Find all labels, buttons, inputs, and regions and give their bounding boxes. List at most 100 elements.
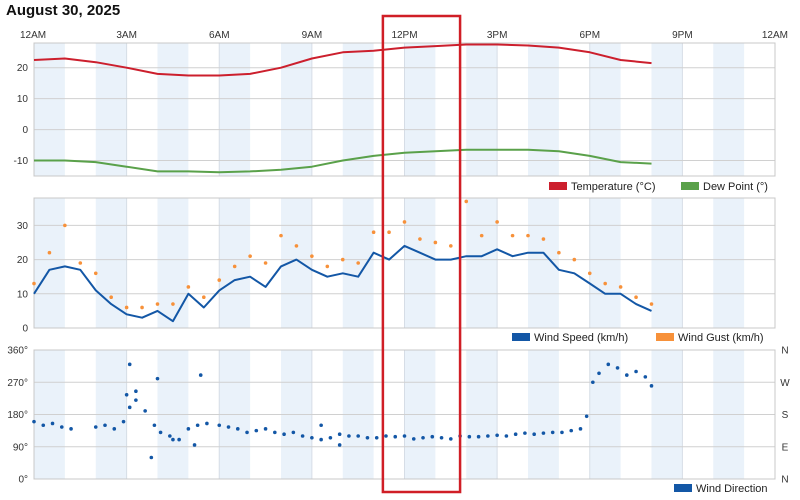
wind-gust-km-h-point bbox=[140, 305, 144, 310]
wind-direction-point bbox=[235, 427, 240, 431]
legend-temperature-label: Temperature (°C) bbox=[571, 181, 655, 193]
hour-band bbox=[157, 198, 189, 328]
wind-gust-km-h-point bbox=[418, 237, 422, 241]
wind-direction-point bbox=[439, 435, 444, 440]
legend-wind-direction-label: Wind Direction bbox=[696, 483, 768, 495]
right-tick-label: W bbox=[780, 378, 790, 389]
wind-direction-point bbox=[411, 437, 416, 441]
wind-gust-km-h-point bbox=[634, 295, 638, 300]
y-tick-label: 10 bbox=[17, 94, 29, 105]
wind-direction-point bbox=[41, 423, 46, 428]
wind-direction-point bbox=[634, 369, 638, 374]
wind-direction-point bbox=[476, 434, 481, 439]
wind-gust-km-h-point bbox=[572, 257, 577, 262]
wind-direction-point bbox=[155, 376, 160, 381]
time-tick-label: 6PM bbox=[579, 30, 600, 41]
hour-band bbox=[219, 198, 251, 328]
hour-band bbox=[157, 43, 189, 176]
chart-panel-1: 20 10 0 -10 bbox=[14, 42, 776, 177]
wind-direction-point bbox=[550, 430, 555, 435]
wind-gust-km-h-point bbox=[387, 230, 391, 235]
wind-direction-point bbox=[504, 434, 509, 438]
y-tick-label: 0 bbox=[22, 125, 28, 136]
wind-direction-point bbox=[356, 434, 360, 438]
wind-direction-point bbox=[643, 375, 648, 379]
wind-gust-km-h-point bbox=[263, 261, 268, 265]
legend-wind-direction-swatch bbox=[674, 484, 692, 492]
wind-direction-point bbox=[430, 434, 435, 439]
wind-gust-km-h-point bbox=[248, 254, 252, 258]
wind-direction-point bbox=[649, 384, 654, 388]
legend-wind-gust-swatch bbox=[656, 333, 674, 341]
wind-direction-point bbox=[337, 432, 342, 437]
hour-band bbox=[713, 43, 745, 176]
hour-band bbox=[589, 43, 621, 176]
wind-direction-point bbox=[112, 427, 117, 431]
wind-direction-point bbox=[523, 431, 527, 435]
hour-band bbox=[528, 43, 559, 176]
wind-gust-km-h-point bbox=[325, 264, 330, 269]
wind-direction-point bbox=[606, 362, 611, 367]
wind-direction-point bbox=[282, 432, 286, 437]
chart-panel-3: 0° N 90° E 180° S 270° W 360° N bbox=[7, 346, 790, 486]
hour-band bbox=[466, 198, 498, 328]
highlight-box bbox=[381, 14, 462, 494]
wind-direction-point bbox=[273, 430, 277, 435]
wind-direction-point bbox=[449, 437, 453, 441]
wind-direction-point bbox=[578, 427, 583, 431]
wind-gust-km-h-point bbox=[186, 285, 191, 289]
wind-gust-km-h-point bbox=[402, 220, 407, 224]
wind-direction-point bbox=[467, 434, 472, 439]
wind-direction-point bbox=[124, 392, 129, 397]
time-tick-label: 12AM bbox=[762, 30, 788, 41]
wind-gust-km-h-point bbox=[217, 278, 222, 282]
right-tick-label: N bbox=[781, 475, 788, 486]
hour-band bbox=[95, 198, 127, 328]
wind-gust-km-h-point bbox=[356, 261, 360, 265]
wind-gust-km-h-point bbox=[310, 254, 314, 258]
wind-gust-km-h-point bbox=[449, 244, 453, 248]
wind-gust-km-h-point bbox=[464, 199, 469, 204]
wind-direction-point bbox=[347, 434, 351, 438]
temperature-c-line bbox=[33, 43, 652, 77]
time-tick-label: 3AM bbox=[116, 30, 137, 41]
legend-temperature-swatch bbox=[549, 182, 567, 190]
wind-direction-point bbox=[103, 423, 107, 428]
wind-direction-point bbox=[263, 427, 268, 431]
wind-gust-km-h-point bbox=[202, 295, 206, 300]
plot-frame bbox=[33, 197, 776, 329]
legend-wind-speed-label: Wind Speed (km/h) bbox=[534, 332, 628, 344]
wind-direction-point bbox=[134, 389, 138, 394]
wind-direction-point bbox=[532, 432, 536, 437]
right-tick-label: S bbox=[782, 410, 789, 421]
wind-direction-point bbox=[337, 443, 342, 447]
wind-gust-km-h-point bbox=[171, 302, 175, 306]
time-tick-label: 3PM bbox=[487, 30, 508, 41]
wind-gust-km-h-point bbox=[294, 244, 299, 248]
wind-direction-point bbox=[319, 423, 323, 428]
dew-point-line bbox=[34, 148, 652, 174]
wind-gust-km-h-point bbox=[433, 240, 438, 245]
wind-direction-point bbox=[127, 405, 132, 410]
right-tick-label: E bbox=[782, 442, 789, 453]
y-tick-label: 270° bbox=[7, 378, 28, 389]
wind-direction-point bbox=[152, 423, 157, 428]
wind-gust-km-h-point bbox=[649, 302, 654, 306]
wind-direction-point bbox=[143, 409, 147, 413]
time-tick-label: 9AM bbox=[302, 30, 323, 41]
wind-gust-km-h-point bbox=[109, 295, 113, 300]
wind-direction-point bbox=[421, 435, 425, 440]
wind-gust-km-h-point bbox=[557, 250, 561, 255]
wind-direction-point bbox=[93, 425, 98, 429]
wind-direction-point bbox=[310, 435, 314, 440]
plot-frame bbox=[33, 42, 776, 177]
wind-gust-km-h-point bbox=[93, 271, 98, 276]
wind-gust-km-h-point bbox=[479, 233, 484, 238]
wind-gust-km-h-point bbox=[618, 285, 623, 289]
wind-gust-km-h-point bbox=[603, 281, 607, 286]
hour-band bbox=[34, 43, 65, 176]
wind-gust-km-h-point bbox=[526, 233, 530, 238]
wind-direction-point bbox=[625, 373, 629, 377]
